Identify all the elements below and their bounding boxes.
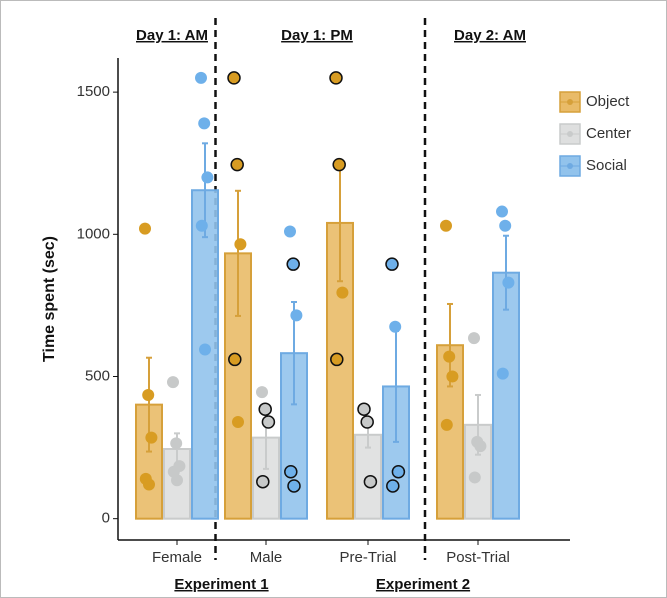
point [446, 370, 459, 383]
point [228, 352, 242, 367]
point [330, 352, 344, 367]
point [256, 474, 270, 489]
point [468, 471, 481, 484]
point [290, 309, 303, 322]
point [443, 350, 456, 363]
point [336, 286, 349, 299]
point [286, 257, 300, 271]
y-tick-label: 500 [85, 367, 110, 384]
x-tick-label: Post-Trial [446, 549, 510, 566]
point [195, 219, 208, 232]
experiment-label: Experiment 1 [174, 576, 268, 593]
point [201, 171, 214, 184]
point [198, 117, 211, 130]
point [287, 479, 301, 493]
legend-label: Social [586, 157, 627, 174]
point [199, 343, 211, 356]
bar [382, 385, 410, 520]
point [502, 276, 515, 289]
legend-label: Center [586, 125, 631, 142]
point [227, 71, 241, 85]
point [256, 386, 268, 399]
point [171, 474, 183, 487]
point [142, 388, 155, 401]
x-tick-label: Female [152, 549, 202, 566]
group-label: Day 1: AM [136, 27, 208, 44]
point [230, 157, 244, 172]
point [363, 474, 378, 489]
point [284, 465, 298, 479]
point [145, 431, 158, 444]
point [329, 71, 343, 85]
group-label: Day 2: AM [454, 27, 526, 44]
point [357, 402, 371, 416]
point [261, 415, 276, 429]
point [258, 402, 272, 416]
point [391, 465, 406, 479]
experiment-label: Experiment 2 [376, 576, 470, 593]
point [167, 376, 179, 389]
y-tick-label: 1500 [77, 83, 110, 100]
point [195, 71, 207, 84]
bar [492, 271, 520, 520]
x-tick-label: Male [250, 549, 283, 566]
point [385, 257, 399, 271]
legend-label: Object [586, 93, 630, 110]
point [496, 205, 508, 218]
point [232, 415, 244, 428]
point [440, 418, 453, 431]
point [440, 219, 452, 232]
x-tick-label: Pre-Trial [340, 549, 397, 566]
legend-dot [567, 163, 573, 169]
point [234, 238, 247, 251]
legend-dot [567, 131, 573, 137]
point [389, 320, 402, 333]
group-label: Day 1: PM [281, 27, 353, 44]
point [496, 367, 509, 380]
legend-dot [567, 99, 573, 105]
point [284, 225, 296, 238]
y-tick-label: 1000 [77, 225, 110, 242]
point [170, 437, 183, 450]
point [468, 332, 480, 345]
point [499, 219, 512, 232]
point [360, 415, 374, 429]
point [474, 440, 487, 453]
point [386, 479, 400, 493]
point [139, 222, 151, 235]
y-axis-title: Time spent (sec) [41, 236, 58, 362]
point [143, 478, 155, 491]
y-tick-label: 0 [102, 510, 110, 527]
point [332, 157, 346, 172]
